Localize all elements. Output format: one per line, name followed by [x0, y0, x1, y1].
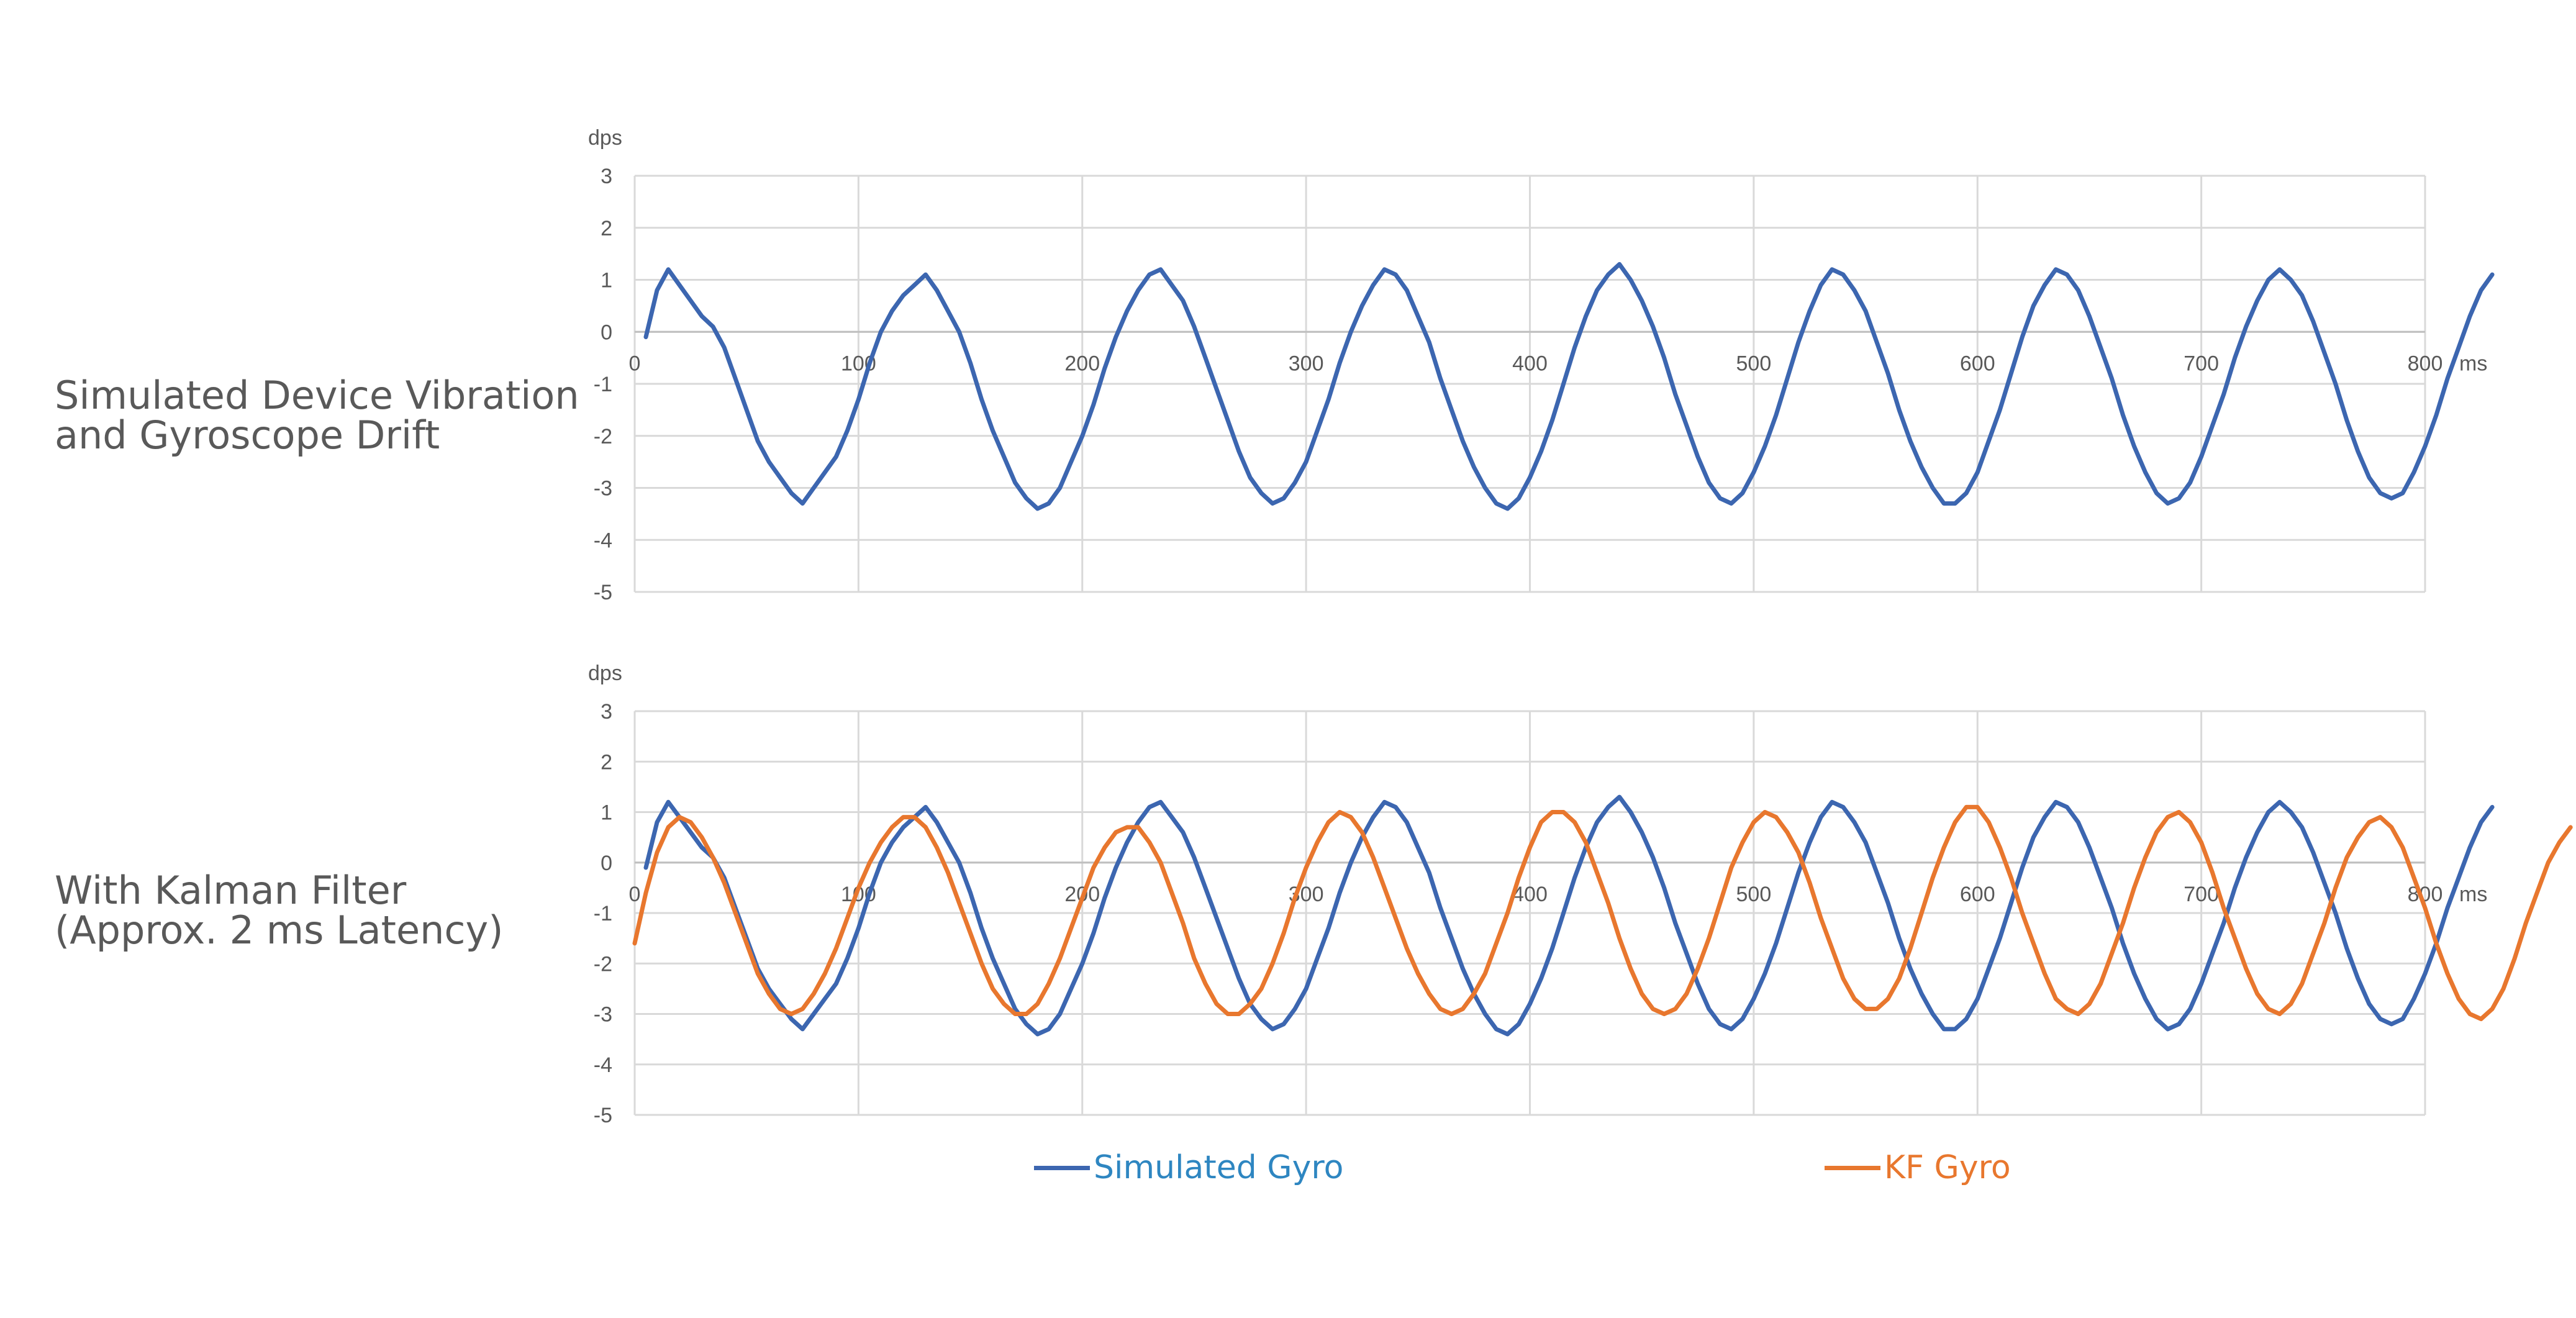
- legend-label-simulated-gyro: Simulated Gyro: [1094, 1149, 1344, 1186]
- panel-2-x-tick-label: 700: [2184, 883, 2219, 906]
- legend-swatch-simulated-gyro: [1034, 1165, 1090, 1170]
- panel-1-y-tick-label: -4: [594, 529, 612, 552]
- panel-2-y-tick-label: -1: [594, 902, 612, 925]
- panel-2-x-tick-label: 500: [1736, 883, 1772, 906]
- panel-1-y-tick-label: 2: [601, 217, 612, 240]
- panel-1-x-tick-label: 400: [1512, 352, 1548, 375]
- panel-2-title-line-2: (Approx. 2 ms Latency): [55, 907, 504, 953]
- panel-1-x-axis-label: ms: [2459, 352, 2487, 375]
- panel-1-y-tick-label: 1: [601, 269, 612, 293]
- panel-2-y-tick-label: 0: [601, 852, 612, 875]
- legend-swatch-kf-gyro: [1825, 1165, 1880, 1170]
- panel-2-y-tick-label: 3: [601, 700, 612, 724]
- panel-1-title-line-2: and Gyroscope Drift: [55, 412, 440, 458]
- panel-1-title: Simulated Device Vibration and Gyroscope…: [55, 376, 579, 455]
- panel-1-y-tick-label: 3: [601, 165, 612, 188]
- panel-1-y-tick-label: 0: [601, 320, 612, 344]
- panel-1-x-tick-label: 600: [1960, 352, 1995, 375]
- panel-2-x-axis-label: ms: [2459, 883, 2487, 906]
- panel-2-y-tick-label: 2: [601, 750, 612, 774]
- panel-1-title-line-1: Simulated Device Vibration: [55, 373, 579, 418]
- panel-2-title: With Kalman Filter (Approx. 2 ms Latency…: [55, 871, 503, 950]
- panel-2-y-axis-label: dps: [588, 661, 622, 685]
- panel-1-x-tick-label: 700: [2184, 352, 2219, 375]
- panel-2-series-kf-gyro-line: [632, 804, 2573, 1022]
- legend-item-kf-gyro: KF Gyro: [1825, 1149, 2011, 1186]
- panel-2-y-tick-label: -4: [594, 1053, 612, 1077]
- panel-2-y-tick-label: -2: [594, 952, 612, 976]
- panel-1-y-tick-label: -2: [594, 425, 612, 448]
- panel-1-x-tick-label: 0: [629, 352, 641, 375]
- panel-2-series-simulated-gyro-line: [643, 794, 2495, 1037]
- panel-1-y-tick-label: -1: [594, 373, 612, 396]
- legend-label-kf-gyro: KF Gyro: [1884, 1149, 2011, 1186]
- panel-1-x-tick-label: 500: [1736, 352, 1772, 375]
- panel-1-y-tick-label: -3: [594, 477, 612, 501]
- panel-2-y-tick-label: 1: [601, 801, 612, 825]
- panel-1-x-tick-label: 800: [2408, 352, 2443, 375]
- panel-2-x-tick-label: 0: [629, 883, 641, 906]
- legend-item-simulated-gyro: Simulated Gyro: [1034, 1149, 1343, 1186]
- panel-2-y-tick-label: -5: [594, 1104, 612, 1127]
- panel-1-y-tick-label: -5: [594, 581, 612, 604]
- panel-1-x-tick-label: 300: [1289, 352, 1324, 375]
- panel-1-series-simulated-gyro-line: [643, 261, 2495, 511]
- panel-1-y-axis-label: dps: [588, 126, 622, 150]
- panel-2-title-line-1: With Kalman Filter: [55, 868, 407, 913]
- panel-1-x-tick-label: 200: [1064, 352, 1100, 375]
- panel-2-x-tick-label: 600: [1960, 883, 1995, 906]
- panel-2-y-tick-label: -3: [594, 1003, 612, 1027]
